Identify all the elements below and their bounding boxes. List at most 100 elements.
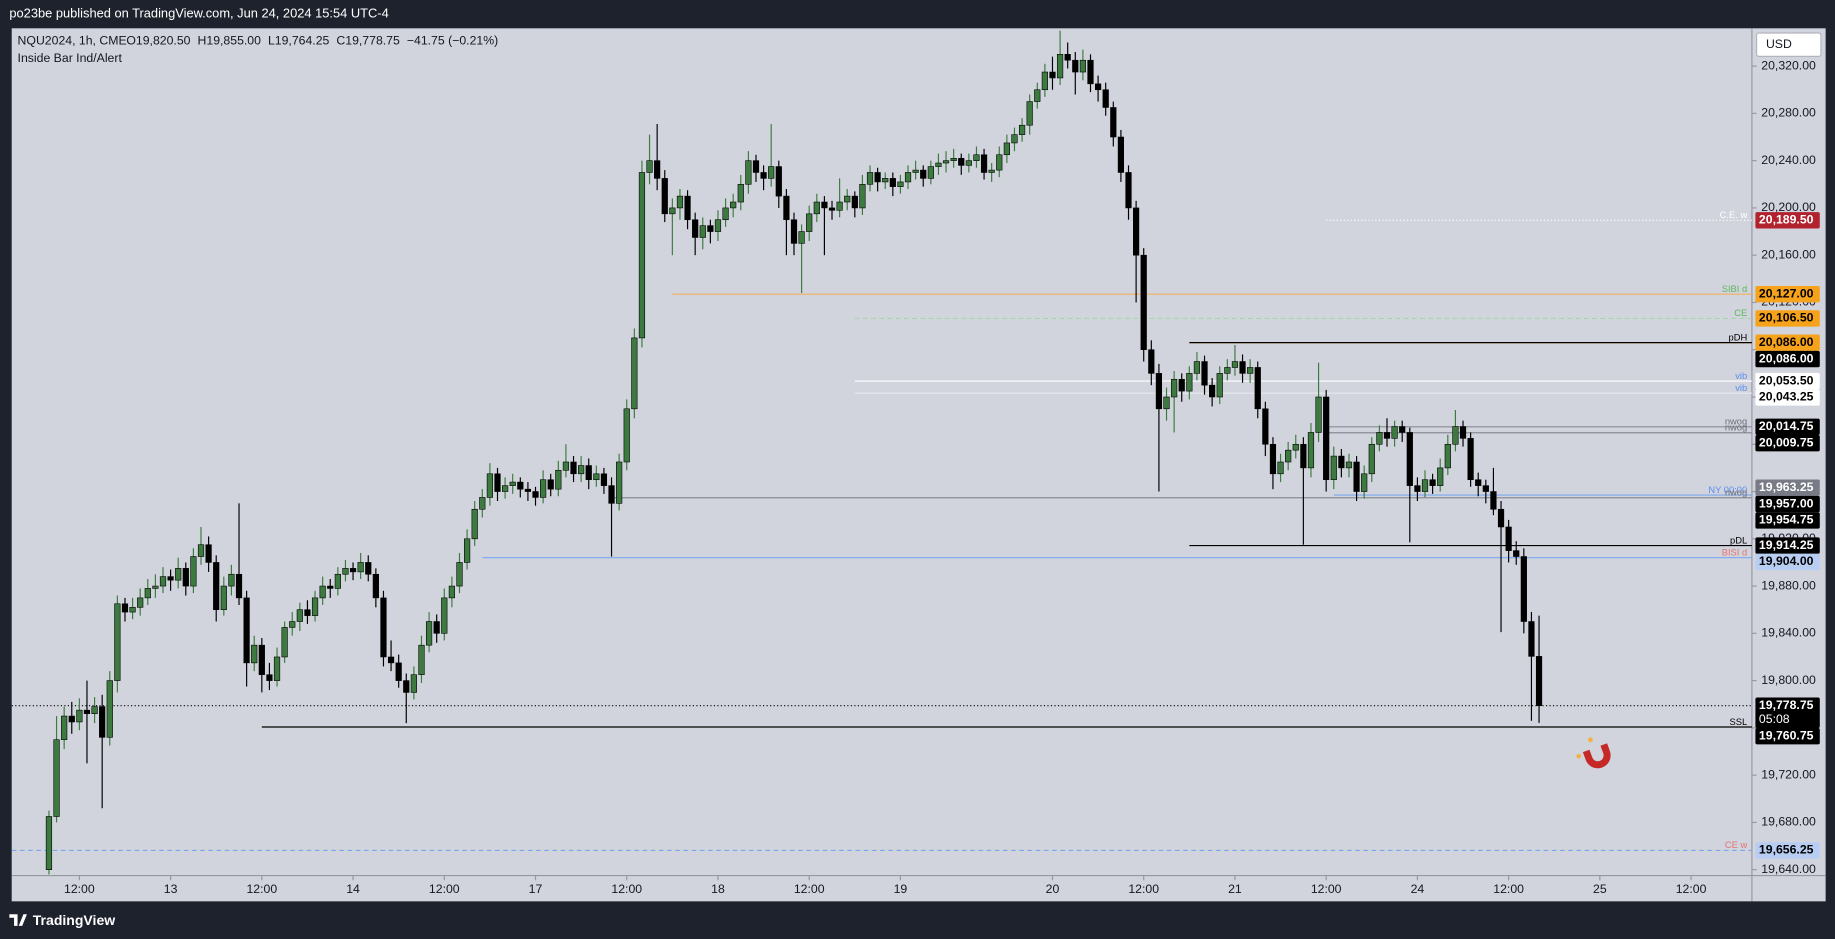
- candle-body: [958, 157, 965, 166]
- price-label-box: [1755, 334, 1820, 351]
- candle-body: [1361, 473, 1368, 492]
- candle-body: [1300, 443, 1307, 469]
- candle: [1201, 355, 1208, 395]
- candle: [1323, 389, 1330, 492]
- candle-body: [745, 160, 752, 185]
- candle: [387, 640, 395, 672]
- candle: [1186, 366, 1193, 400]
- candle: [1026, 94, 1033, 135]
- level-name: nwog: [1725, 488, 1747, 498]
- x-tick-label: 12:00: [1311, 882, 1342, 896]
- candle-body: [1330, 455, 1337, 481]
- candle: [593, 465, 600, 487]
- ohlc-legend: H19,855.00: [198, 33, 262, 47]
- symbol: NQU2024, 1h, CME: [18, 33, 127, 47]
- y-tick-label: 19,840.00: [1761, 626, 1816, 640]
- candle-body: [593, 473, 600, 481]
- candle-body: [182, 568, 189, 587]
- candle-body: [661, 178, 668, 215]
- candle: [1383, 418, 1391, 447]
- candle: [1011, 127, 1018, 152]
- candle-body: [1254, 367, 1261, 410]
- candle: [425, 612, 433, 653]
- candle-body: [1505, 526, 1512, 551]
- level-name: nwog: [1725, 423, 1747, 433]
- candle-body: [562, 461, 570, 471]
- candle-body: [471, 508, 478, 540]
- candle: [1353, 456, 1360, 501]
- candle-body: [1292, 443, 1299, 451]
- candle: [532, 486, 539, 506]
- candle: [334, 567, 341, 596]
- candle-body: [570, 461, 577, 475]
- candle-body: [1437, 467, 1444, 486]
- candle-body: [1399, 426, 1406, 433]
- candle-body: [152, 585, 159, 589]
- candle: [1239, 354, 1246, 383]
- candle: [327, 578, 334, 598]
- candle-body: [1467, 438, 1474, 481]
- candle-body: [190, 556, 197, 587]
- price-label: 20,086.00: [1759, 335, 1814, 349]
- candle: [251, 635, 258, 672]
- x-tick-label: 12:00: [246, 882, 277, 896]
- candle: [851, 191, 858, 218]
- currency[interactable]: USD: [1766, 37, 1792, 51]
- candle: [996, 146, 1003, 178]
- candle: [463, 529, 471, 570]
- candle-body: [296, 609, 303, 622]
- level-name: SIBI d: [1722, 284, 1748, 294]
- candle: [1520, 548, 1527, 634]
- candle-body: [1094, 83, 1102, 91]
- candle: [121, 597, 129, 622]
- candle: [53, 716, 60, 823]
- candle: [137, 588, 144, 616]
- candle-body: [897, 181, 904, 187]
- candle-body: [517, 481, 524, 490]
- candle-body: [813, 201, 820, 215]
- candle-body: [760, 172, 767, 179]
- candle-body: [874, 172, 881, 183]
- candle: [707, 219, 714, 244]
- candle: [182, 562, 189, 596]
- candle: [1414, 477, 1421, 501]
- price-label: 19,904.00: [1759, 554, 1814, 568]
- candle: [882, 172, 889, 190]
- currency-box[interactable]: [1756, 32, 1822, 57]
- candle: [152, 574, 159, 598]
- x-tick-label: 12:00: [1493, 882, 1524, 896]
- candle: [243, 590, 250, 687]
- candle-body: [251, 644, 258, 664]
- candle-body: [752, 160, 760, 173]
- candle: [897, 174, 904, 194]
- candle: [859, 174, 866, 216]
- candle-body: [775, 166, 782, 197]
- candle: [616, 453, 623, 511]
- candle: [1361, 465, 1368, 499]
- candle-body: [68, 715, 75, 723]
- candle-body: [1209, 384, 1216, 398]
- candle-body: [395, 662, 402, 681]
- candle-body: [1117, 136, 1125, 173]
- candle: [1452, 409, 1459, 452]
- candle-body: [1140, 254, 1147, 351]
- candle: [714, 210, 722, 242]
- candle: [1209, 378, 1216, 407]
- candle-body: [996, 154, 1003, 171]
- candle-body: [1193, 361, 1201, 374]
- candle: [600, 467, 608, 494]
- candle-body: [114, 603, 121, 681]
- candle-body: [45, 816, 53, 870]
- candle: [646, 134, 653, 185]
- candle: [220, 576, 227, 616]
- candle: [775, 160, 782, 208]
- x-tick-label: 17: [529, 882, 543, 896]
- candle: [1368, 437, 1375, 483]
- candle-body: [882, 178, 889, 183]
- candle-body: [387, 656, 395, 664]
- candle-body: [1429, 479, 1436, 486]
- candle-body: [1186, 373, 1193, 392]
- candle: [1178, 373, 1185, 402]
- candle: [273, 647, 281, 687]
- candle: [144, 578, 151, 605]
